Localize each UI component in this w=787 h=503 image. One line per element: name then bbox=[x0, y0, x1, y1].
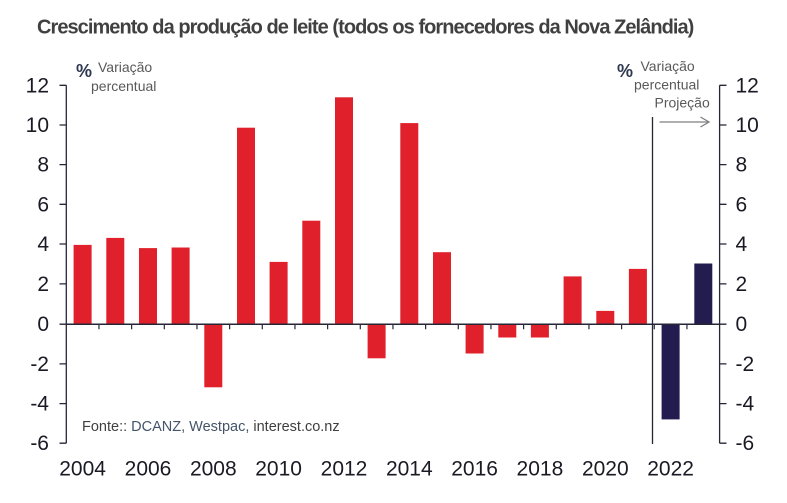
svg-text:2008: 2008 bbox=[190, 458, 237, 481]
svg-text:-4: -4 bbox=[736, 393, 755, 416]
svg-text:%: % bbox=[76, 61, 92, 81]
svg-text:percentual: percentual bbox=[91, 78, 156, 94]
svg-text:%: % bbox=[617, 61, 633, 81]
svg-text:Fonte:: DCANZ, Westpac, intere: Fonte:: DCANZ, Westpac, interest.co.nz bbox=[82, 419, 340, 435]
svg-text:2006: 2006 bbox=[125, 458, 172, 481]
svg-text:2004: 2004 bbox=[59, 458, 106, 481]
svg-text:4: 4 bbox=[37, 233, 49, 256]
svg-text:-4: -4 bbox=[30, 393, 49, 416]
svg-text:2014: 2014 bbox=[386, 458, 433, 481]
svg-text:Crescimento da produção de lei: Crescimento da produção de leite (todos … bbox=[37, 17, 694, 39]
svg-text:2010: 2010 bbox=[255, 458, 302, 481]
svg-text:6: 6 bbox=[37, 193, 49, 216]
svg-text:-2: -2 bbox=[30, 353, 49, 376]
svg-text:2018: 2018 bbox=[517, 458, 564, 481]
svg-text:8: 8 bbox=[736, 154, 748, 177]
svg-text:2: 2 bbox=[37, 273, 49, 296]
svg-text:10: 10 bbox=[26, 114, 49, 137]
svg-text:10: 10 bbox=[736, 114, 759, 137]
svg-text:-2: -2 bbox=[736, 353, 755, 376]
svg-text:4: 4 bbox=[736, 233, 748, 256]
svg-text:Variação: Variação bbox=[641, 58, 695, 74]
svg-text:0: 0 bbox=[736, 313, 748, 336]
svg-text:2012: 2012 bbox=[321, 458, 368, 481]
svg-text:6: 6 bbox=[736, 193, 748, 216]
svg-text:2016: 2016 bbox=[451, 458, 498, 481]
svg-text:0: 0 bbox=[37, 313, 49, 336]
svg-text:Variação: Variação bbox=[98, 59, 152, 75]
svg-text:percentual: percentual bbox=[634, 77, 699, 93]
svg-text:12: 12 bbox=[736, 74, 759, 97]
svg-text:Projeção: Projeção bbox=[655, 95, 710, 111]
svg-text:2022: 2022 bbox=[647, 458, 694, 481]
svg-text:8: 8 bbox=[37, 154, 49, 177]
svg-text:-6: -6 bbox=[30, 432, 49, 455]
svg-text:-6: -6 bbox=[736, 432, 755, 455]
svg-text:12: 12 bbox=[26, 74, 49, 97]
svg-text:2020: 2020 bbox=[582, 458, 629, 481]
svg-text:2: 2 bbox=[736, 273, 748, 296]
